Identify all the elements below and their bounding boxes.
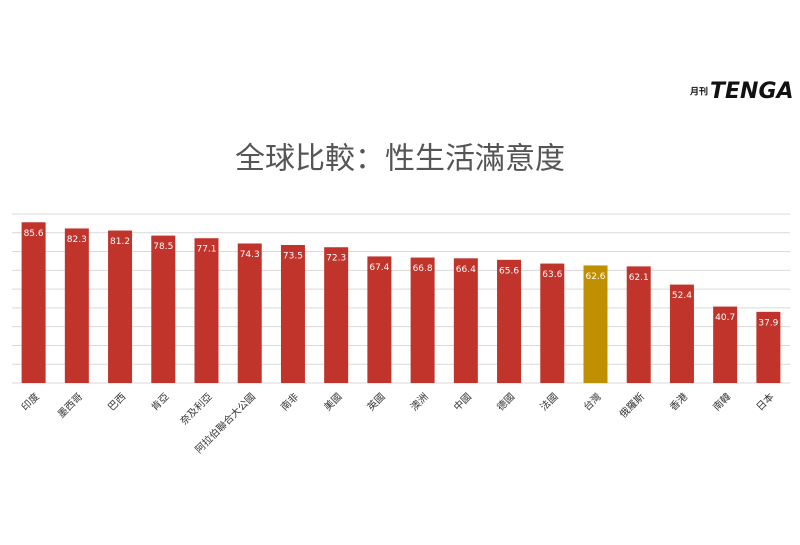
logo-text: TENGA xyxy=(710,79,794,104)
value-label: 74.3 xyxy=(240,250,260,260)
x-tick-label: 台灣 xyxy=(580,390,603,413)
value-label: 66.4 xyxy=(456,265,476,275)
bar xyxy=(324,247,349,383)
value-label: 62.1 xyxy=(629,273,649,283)
x-tick-label: 澳洲 xyxy=(408,390,431,413)
x-tick-label: 香港 xyxy=(668,391,691,414)
bar xyxy=(367,256,392,383)
x-tick-label: 英國 xyxy=(364,390,387,413)
bar xyxy=(540,263,565,383)
bar xyxy=(280,244,305,383)
bar xyxy=(713,306,738,383)
bar xyxy=(151,235,176,383)
value-label: 37.9 xyxy=(758,318,778,328)
bar xyxy=(21,222,46,383)
value-label: 66.8 xyxy=(413,264,433,274)
value-label: 63.6 xyxy=(542,270,562,280)
x-tick-label: 中國 xyxy=(451,390,474,413)
x-tick-label: 印度 xyxy=(19,390,42,413)
bar xyxy=(64,228,89,383)
x-tick-label: 南非 xyxy=(278,390,301,413)
x-tick-label: 美國 xyxy=(321,390,344,413)
logo-small: 月刊 xyxy=(689,86,708,98)
value-label: 67.4 xyxy=(369,263,389,273)
value-label: 81.2 xyxy=(110,237,130,247)
x-tick-label: 法國 xyxy=(537,390,560,413)
value-label: 62.6 xyxy=(585,272,605,282)
x-tick-label: 墨西哥 xyxy=(55,391,85,421)
x-tick-label: 奈及利亞 xyxy=(177,390,214,427)
value-label: 85.6 xyxy=(24,229,44,239)
x-tick-label: 日本 xyxy=(753,390,776,413)
value-label: 82.3 xyxy=(67,235,87,245)
bar xyxy=(497,259,522,383)
bar xyxy=(410,257,435,383)
bar xyxy=(194,238,219,383)
value-label: 73.5 xyxy=(283,251,303,261)
bar xyxy=(756,311,781,383)
value-label: 40.7 xyxy=(715,313,735,323)
bar xyxy=(237,243,262,383)
bar xyxy=(626,266,651,383)
x-tick-label: 肯亞 xyxy=(148,390,171,413)
x-tick-label: 德國 xyxy=(494,390,517,413)
value-label: 72.3 xyxy=(326,254,346,264)
value-label: 52.4 xyxy=(672,291,692,301)
value-label: 78.5 xyxy=(153,242,173,252)
x-tick-label: 俄羅斯 xyxy=(617,390,647,420)
x-tick-label: 南韓 xyxy=(710,390,733,413)
x-tick-label: 巴西 xyxy=(106,391,129,414)
bar xyxy=(453,258,478,383)
bar xyxy=(108,230,133,383)
bar xyxy=(583,265,608,383)
value-label: 77.1 xyxy=(196,245,216,255)
value-label: 65.6 xyxy=(499,266,519,276)
chart-title: 全球比較：性生活滿意度 xyxy=(235,142,565,177)
bar xyxy=(669,284,694,383)
